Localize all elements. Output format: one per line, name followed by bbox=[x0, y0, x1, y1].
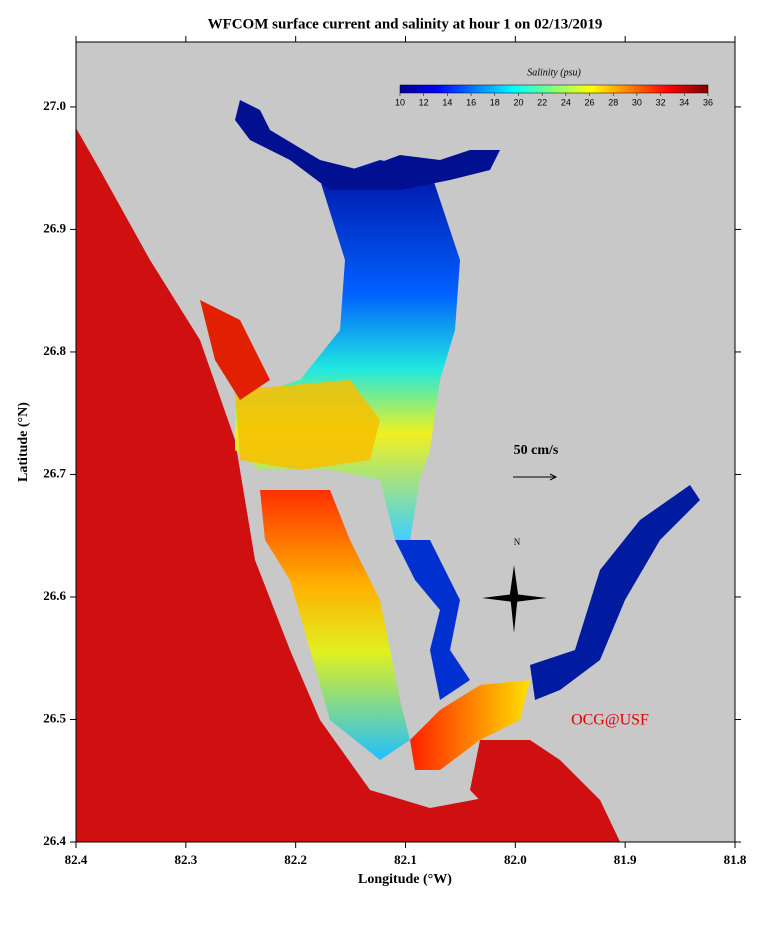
colorbar-tick-label: 28 bbox=[608, 97, 618, 107]
north-arrow bbox=[482, 565, 547, 633]
x-tick-label: 81.9 bbox=[614, 852, 637, 867]
colorbar-tick-label: 24 bbox=[561, 97, 571, 107]
colorbar-tick-label: 14 bbox=[442, 97, 452, 107]
pine-island-sound bbox=[260, 490, 410, 760]
y-tick-label: 26.8 bbox=[43, 343, 66, 358]
y-tick-label: 26.6 bbox=[43, 588, 66, 603]
scale-label: 50 cm/s bbox=[514, 443, 559, 458]
north-label: N bbox=[514, 537, 521, 547]
x-tick-label: 82.0 bbox=[504, 852, 527, 867]
x-tick-label: 82.2 bbox=[284, 852, 307, 867]
river-mouth bbox=[410, 680, 530, 770]
colorbar-tick-label: 10 bbox=[395, 97, 405, 107]
colorbar-tick-label: 32 bbox=[656, 97, 666, 107]
colorbar-title: Salinity (psu) bbox=[527, 67, 581, 78]
x-tick-label: 82.4 bbox=[65, 852, 88, 867]
map-area bbox=[75, 41, 736, 843]
colorbar-tick-label: 34 bbox=[679, 97, 689, 107]
estuary-channel bbox=[395, 540, 470, 700]
peace-river bbox=[235, 100, 500, 190]
colorbar-tick-label: 30 bbox=[632, 97, 642, 107]
credit: OCG@USF bbox=[571, 712, 649, 729]
x-tick-label: 82.3 bbox=[174, 852, 197, 867]
colorbar-tick-label: 18 bbox=[490, 97, 500, 107]
y-tick-label: 26.5 bbox=[43, 710, 66, 725]
x-tick-label: 82.1 bbox=[394, 852, 417, 867]
y-tick-label: 26.9 bbox=[43, 220, 66, 235]
caloosahatchee bbox=[530, 485, 700, 700]
y-tick-label: 26.7 bbox=[43, 465, 66, 480]
y-axis-label: Latitude (°N) bbox=[16, 402, 31, 482]
colorbar-tick-label: 12 bbox=[419, 97, 429, 107]
colorbar-tick-label: 20 bbox=[513, 97, 523, 107]
x-axis-label: Longitude (°W) bbox=[358, 872, 452, 887]
harbor-mouth bbox=[235, 380, 380, 470]
gulf-water bbox=[76, 128, 620, 842]
colorbar-tick-label: 22 bbox=[537, 97, 547, 107]
y-tick-label: 27.0 bbox=[43, 98, 66, 113]
scale-arrow-head bbox=[549, 473, 558, 481]
colorbar-tick-label: 36 bbox=[703, 97, 713, 107]
y-tick-label: 26.4 bbox=[43, 833, 66, 848]
colorbar-tick-label: 16 bbox=[466, 97, 476, 107]
title: WFCOM surface current and salinity at ho… bbox=[208, 16, 603, 32]
inlet-water bbox=[200, 300, 270, 400]
x-tick-label: 81.8 bbox=[724, 852, 747, 867]
colorbar-tick-label: 26 bbox=[585, 97, 595, 107]
estero-bay bbox=[470, 740, 620, 842]
colorbar bbox=[399, 84, 709, 94]
